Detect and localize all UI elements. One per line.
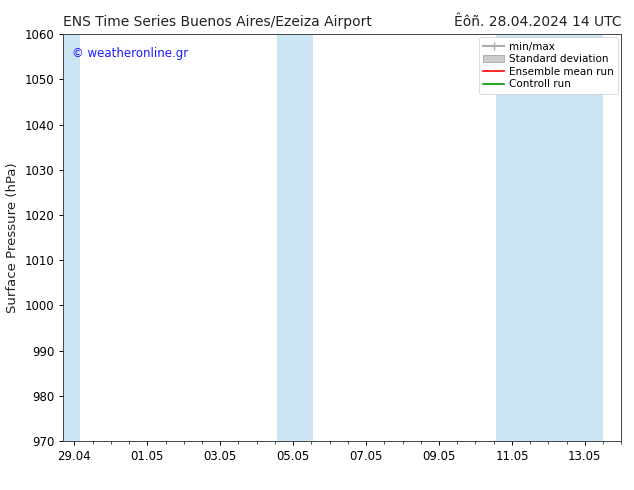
Bar [295,34,313,441]
Bar [514,34,603,441]
Bar [63,34,80,441]
Y-axis label: Surface Pressure (hPa): Surface Pressure (hPa) [6,162,19,313]
Text: © weatheronline.gr: © weatheronline.gr [72,47,188,59]
Text: Êôñ. 28.04.2024 14 UTC: Êôñ. 28.04.2024 14 UTC [454,15,621,29]
Bar [276,34,295,441]
Legend: min/max, Standard deviation, Ensemble mean run, Controll run: min/max, Standard deviation, Ensemble me… [479,37,618,94]
Text: ENS Time Series Buenos Aires/Ezeiza Airport: ENS Time Series Buenos Aires/Ezeiza Airp… [63,15,372,29]
Bar [496,34,514,441]
